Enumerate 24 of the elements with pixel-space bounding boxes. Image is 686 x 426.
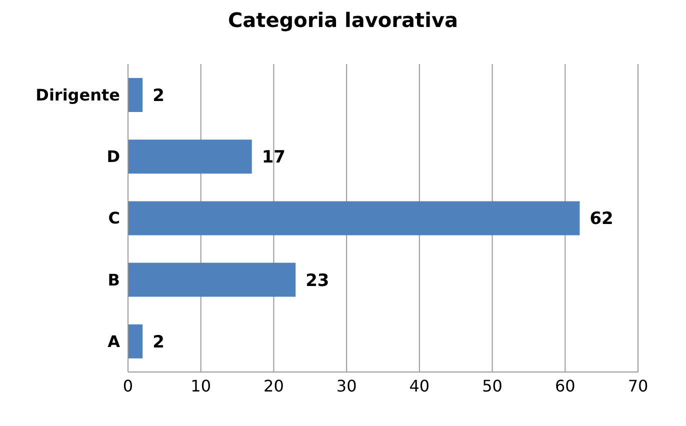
x-tick-label: 50 [482,376,502,396]
x-tick-label: 70 [628,376,648,396]
y-tick-label: A [108,332,121,351]
data-label: 2 [152,332,164,352]
data-label: 23 [306,270,330,291]
y-tick-label: D [106,147,120,166]
bar [128,140,252,174]
y-tick-label: Dirigente [36,85,120,104]
x-tick-label: 10 [190,376,212,396]
y-tick-label: B [108,270,120,290]
x-tick-label: 20 [264,376,284,396]
chart-title: Categoria lavorativa [227,8,459,34]
bar [128,324,143,358]
data-label: 2 [152,86,164,106]
bar [128,78,143,112]
bar [128,262,296,297]
x-tick-label: 30 [336,376,357,396]
x-tick-label: 0 [122,376,134,396]
y-tick-label: C [108,208,120,228]
data-label: 17 [262,148,286,168]
x-tick-label: 40 [409,376,430,396]
bar [128,201,580,236]
x-tick-label: 60 [554,376,576,396]
data-label: 62 [590,209,614,230]
